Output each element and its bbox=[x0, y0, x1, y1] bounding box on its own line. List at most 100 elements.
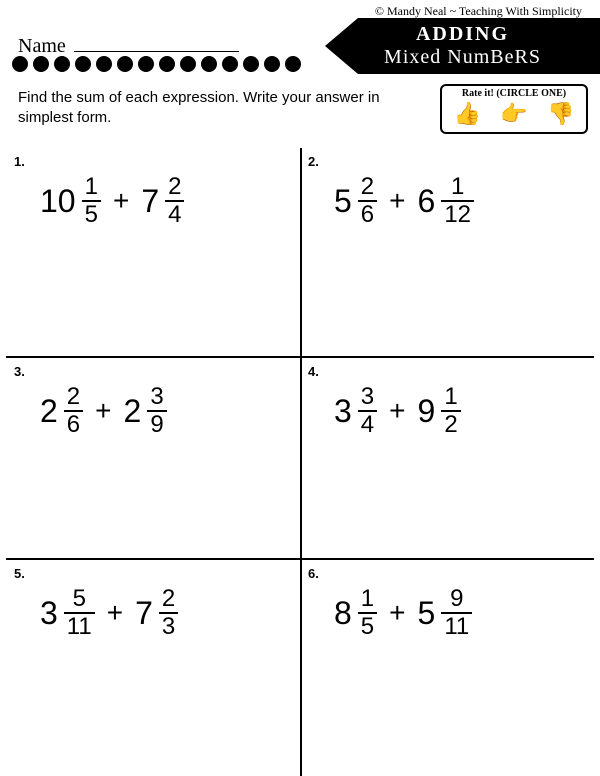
problem-number: 1. bbox=[14, 154, 292, 169]
name-input-line[interactable] bbox=[74, 34, 239, 52]
mixed-a: 3 34 bbox=[334, 385, 377, 437]
dot-icon bbox=[33, 56, 49, 72]
num-b: 3 bbox=[147, 385, 166, 410]
den-a: 4 bbox=[358, 410, 377, 437]
expression: 10 15 + 7 24 bbox=[14, 175, 292, 227]
dot-icon bbox=[96, 56, 112, 72]
thumbs-side-icon[interactable]: 👉 bbox=[500, 101, 527, 127]
mixed-a: 5 26 bbox=[334, 175, 377, 227]
dot-icon bbox=[138, 56, 154, 72]
mixed-a: 2 26 bbox=[40, 385, 83, 437]
whole-b: 7 bbox=[135, 595, 153, 632]
problem-number: 6. bbox=[308, 566, 586, 581]
frac-a: 26 bbox=[64, 385, 83, 437]
grid-vline bbox=[300, 148, 302, 776]
problem-cell-6: 6. 8 15 + 5 911 bbox=[300, 560, 594, 645]
num-a: 2 bbox=[358, 175, 377, 200]
dot-icon bbox=[117, 56, 133, 72]
title-line2: Mixed NumBeRS bbox=[384, 46, 541, 69]
expression: 8 15 + 5 911 bbox=[308, 587, 586, 639]
problems-grid: 1. 10 15 + 7 24 2. 5 26 + 6 112 bbox=[6, 148, 594, 776]
problem-number: 5. bbox=[14, 566, 292, 581]
frac-a: 34 bbox=[358, 385, 377, 437]
plus-icon: + bbox=[107, 597, 123, 629]
thumbs-up-icon[interactable]: 👍 bbox=[454, 101, 481, 127]
problem-number: 2. bbox=[308, 154, 586, 169]
num-a: 3 bbox=[358, 385, 377, 410]
frac-b: 112 bbox=[441, 175, 474, 227]
mixed-b: 2 39 bbox=[124, 385, 167, 437]
den-a: 6 bbox=[358, 200, 377, 227]
den-a: 11 bbox=[64, 612, 95, 639]
mixed-a: 10 15 bbox=[40, 175, 101, 227]
title-banner: ADDING Mixed NumBeRS bbox=[325, 18, 600, 74]
dots-row bbox=[12, 56, 301, 72]
plus-icon: + bbox=[113, 185, 129, 217]
num-b: 1 bbox=[441, 385, 460, 410]
den-b: 11 bbox=[441, 612, 472, 639]
num-b: 1 bbox=[448, 175, 467, 200]
name-area: Name bbox=[0, 34, 239, 58]
num-b: 2 bbox=[159, 587, 178, 612]
plus-icon: + bbox=[389, 395, 405, 427]
frac-b: 23 bbox=[159, 587, 178, 639]
problem-cell-5: 5. 3 511 + 7 23 bbox=[6, 560, 300, 645]
frac-a: 26 bbox=[358, 175, 377, 227]
plus-icon: + bbox=[389, 185, 405, 217]
den-a: 5 bbox=[358, 612, 377, 639]
frac-a: 511 bbox=[64, 587, 95, 639]
dot-icon bbox=[54, 56, 70, 72]
copyright-text: © Mandy Neal ~ Teaching With Simplicity bbox=[375, 4, 582, 19]
den-b: 2 bbox=[441, 410, 460, 437]
problem-cell-2: 2. 5 26 + 6 112 bbox=[300, 148, 594, 233]
name-label: Name bbox=[18, 35, 66, 58]
frac-b: 24 bbox=[165, 175, 184, 227]
dot-icon bbox=[222, 56, 238, 72]
dot-icon bbox=[243, 56, 259, 72]
dot-icon bbox=[285, 56, 301, 72]
expression: 3 34 + 9 12 bbox=[308, 385, 586, 437]
frac-a: 15 bbox=[82, 175, 101, 227]
whole-b: 9 bbox=[418, 393, 436, 430]
problem-number: 4. bbox=[308, 364, 586, 379]
whole-b: 5 bbox=[418, 595, 436, 632]
rate-it-label: Rate it! (CIRCLE ONE) bbox=[444, 88, 584, 99]
dot-icon bbox=[75, 56, 91, 72]
dot-icon bbox=[264, 56, 280, 72]
den-a: 5 bbox=[82, 200, 101, 227]
mixed-b: 7 24 bbox=[141, 175, 184, 227]
num-a: 1 bbox=[358, 587, 377, 612]
frac-b: 12 bbox=[441, 385, 460, 437]
den-b: 3 bbox=[159, 612, 178, 639]
whole-a: 5 bbox=[334, 183, 352, 220]
den-a: 6 bbox=[64, 410, 83, 437]
den-b: 4 bbox=[165, 200, 184, 227]
problem-cell-3: 3. 2 26 + 2 39 bbox=[6, 358, 300, 443]
problem-cell-1: 1. 10 15 + 7 24 bbox=[6, 148, 300, 233]
dot-icon bbox=[180, 56, 196, 72]
problem-cell-4: 4. 3 34 + 9 12 bbox=[300, 358, 594, 443]
mixed-a: 8 15 bbox=[334, 587, 377, 639]
whole-a: 3 bbox=[40, 595, 58, 632]
mixed-b: 5 911 bbox=[418, 587, 473, 639]
whole-b: 2 bbox=[124, 393, 142, 430]
num-a: 2 bbox=[64, 385, 83, 410]
title-line1: ADDING bbox=[416, 23, 509, 46]
mixed-b: 6 112 bbox=[418, 175, 475, 227]
whole-b: 6 bbox=[418, 183, 436, 220]
expression: 3 511 + 7 23 bbox=[14, 587, 292, 639]
dot-icon bbox=[159, 56, 175, 72]
whole-b: 7 bbox=[141, 183, 159, 220]
expression: 5 26 + 6 112 bbox=[308, 175, 586, 227]
num-a: 5 bbox=[70, 587, 89, 612]
frac-a: 15 bbox=[358, 587, 377, 639]
expression: 2 26 + 2 39 bbox=[14, 385, 292, 437]
thumbs-down-icon[interactable]: 👎 bbox=[547, 101, 574, 127]
num-b: 2 bbox=[165, 175, 184, 200]
frac-b: 39 bbox=[147, 385, 166, 437]
whole-a: 10 bbox=[40, 183, 76, 220]
rate-it-box: Rate it! (CIRCLE ONE) 👍 👉 👎 bbox=[440, 84, 588, 134]
thumbs-row: 👍 👉 👎 bbox=[444, 101, 584, 127]
frac-b: 911 bbox=[441, 587, 472, 639]
den-b: 9 bbox=[147, 410, 166, 437]
